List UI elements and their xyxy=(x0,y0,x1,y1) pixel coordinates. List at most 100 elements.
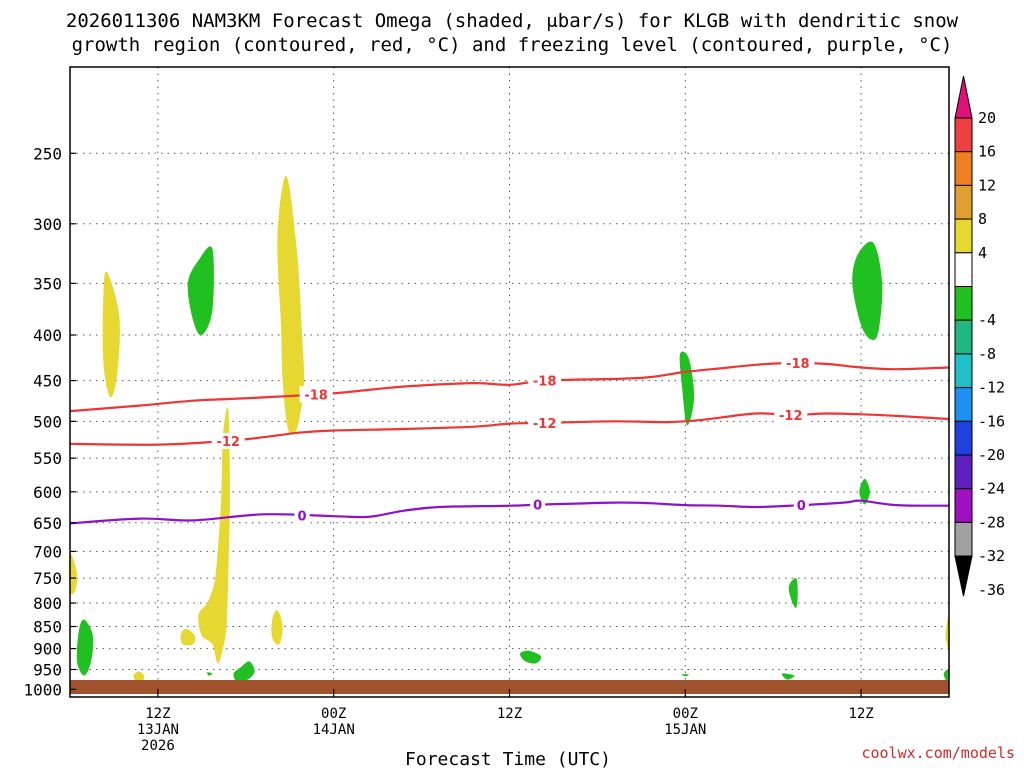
y-tick-label-850: 850 xyxy=(33,617,62,636)
y-tick-label-550: 550 xyxy=(33,449,62,468)
zero-c-freezing-level-label-bg-0 xyxy=(294,507,310,524)
y-tick-label-350: 350 xyxy=(33,274,62,293)
omega-region-18 xyxy=(206,672,213,676)
colorbar-label-7: -12 xyxy=(978,379,1005,397)
y-tick-label-300: 300 xyxy=(33,215,62,234)
omega-region-2 xyxy=(198,407,230,664)
omega-region-11 xyxy=(76,619,94,676)
colorbar-label-13: -36 xyxy=(978,581,1005,599)
y-tick-label-900: 900 xyxy=(33,640,62,659)
colorbar-segment-11 xyxy=(954,488,973,523)
y-tick-label-600: 600 xyxy=(33,483,62,502)
omega-region-17 xyxy=(781,673,795,680)
minus-12c-isotherm-label-1: -12 xyxy=(533,417,557,432)
plot-background xyxy=(70,67,949,697)
omega-region-12 xyxy=(233,661,255,682)
x-tick-label-1-line1: 00Z xyxy=(321,706,346,722)
chart-title-line-1: 2026011306 NAM3KM Forecast Omega (shaded… xyxy=(66,10,959,32)
y-tick-label-700: 700 xyxy=(33,542,62,561)
zero-c-freezing-level-label-bg-1 xyxy=(530,496,546,513)
zero-c-freezing-level-label-1: 0 xyxy=(533,499,542,514)
omega-region-1 xyxy=(277,175,305,435)
x-tick-label-1-line2: 14JAN xyxy=(313,722,355,738)
colorbar-segment-12 xyxy=(954,521,973,557)
plot-area: -18 -18 -18 -12 -12 -12 0 0 0 xyxy=(69,66,950,698)
omega-region-19 xyxy=(681,674,689,677)
minus-18c-isotherm-label-bg-1 xyxy=(528,372,562,389)
colorbar-label-0: 20 xyxy=(978,109,996,127)
omega-region-9 xyxy=(852,241,883,341)
colorbar-label-11: -28 xyxy=(978,513,1005,531)
omega-shading xyxy=(69,175,950,684)
zero-c-freezing-level-label-bg-2 xyxy=(793,497,809,514)
colorbar-segment-5 xyxy=(954,286,973,321)
temperature-contours: -18 -18 -18 -12 -12 -12 0 0 0 xyxy=(69,355,950,525)
colorbar-bottom-triangle xyxy=(954,555,973,597)
colorbar-segment-2 xyxy=(954,184,973,220)
x-tick-label-3-line1: 00Z xyxy=(673,706,698,722)
omega-region-3 xyxy=(180,628,196,646)
minus-12c-isotherm-label-2: -12 xyxy=(779,409,803,424)
omega-region-8 xyxy=(187,246,214,336)
zero-c-freezing-level-label-0: 0 xyxy=(298,509,307,524)
x-tick-label-3-line2: 15JAN xyxy=(664,722,706,738)
colorbar-label-6: -8 xyxy=(978,345,996,363)
colorbar-label-4: 4 xyxy=(978,244,987,262)
colorbar-top-triangle xyxy=(954,75,973,119)
y-axis-pressure: 250 300 350 400 450 500 550 600 650 700 750 800 850 9… xyxy=(23,144,76,699)
minus-12c-isotherm-label-bg-2 xyxy=(774,407,808,424)
colorbar-label-2: 12 xyxy=(978,176,996,194)
minus-18c-isotherm-label-bg-2 xyxy=(781,355,815,372)
zero-c-freezing-level-line xyxy=(69,499,950,525)
colorbar-segment-4 xyxy=(954,252,973,288)
y-tick-label-250: 250 xyxy=(33,144,62,163)
colorbar-segment-8 xyxy=(954,387,973,422)
minus-18c-isotherm-label-0: -18 xyxy=(304,388,328,403)
y-tick-label-800: 800 xyxy=(33,594,62,613)
chart-title-line-2: growth region (contoured, red, °C) and f… xyxy=(72,34,953,56)
x-tick-label-0-line3: 2026 xyxy=(141,738,175,754)
omega-region-10 xyxy=(679,351,695,426)
x-axis-title: Forecast Time (UTC) xyxy=(405,749,611,768)
colorbar-label-8: -16 xyxy=(978,412,1005,430)
y-tick-label-1000: 1000 xyxy=(23,680,62,699)
colorbar-segment-7 xyxy=(954,353,973,389)
y-tick-label-450: 450 xyxy=(33,372,62,391)
colorbar-label-10: -24 xyxy=(978,480,1005,498)
colorbar-segment-1 xyxy=(954,151,973,186)
colorbar-segment-9 xyxy=(954,420,973,456)
omega-region-13 xyxy=(859,478,870,505)
gridlines xyxy=(70,67,949,697)
y-tick-label-650: 650 xyxy=(33,514,62,533)
terrain-ground xyxy=(70,680,949,694)
omega-region-0 xyxy=(102,271,120,398)
minus-12c-isotherm-label-bg-0 xyxy=(211,432,245,449)
colorbar-segment-3 xyxy=(954,218,973,254)
minus-12c-isotherm-label-0: -12 xyxy=(216,435,240,450)
x-tick-label-0-line2: 13JAN xyxy=(137,722,179,738)
x-tick-label-2-line1: 12Z xyxy=(497,706,522,722)
colorbar-label-12: -32 xyxy=(978,547,1005,565)
minus-12c-isotherm-label-bg-1 xyxy=(528,414,562,431)
colorbar: 20 16 12 8 4 -4 -8 -12 -16 -20 -24 -28 -32 -36 xyxy=(954,75,1005,599)
y-tick-label-500: 500 xyxy=(33,412,62,431)
x-tick-label-4-line1: 12Z xyxy=(848,706,873,722)
minus-18c-isotherm-label-1: -18 xyxy=(533,375,557,390)
x-tick-label-0-line1: 12Z xyxy=(145,706,170,722)
omega-region-14 xyxy=(788,577,798,608)
minus-18c-isotherm-label-bg-0 xyxy=(299,386,333,403)
y-tick-label-400: 400 xyxy=(33,326,62,345)
omega-region-6 xyxy=(69,553,78,595)
minus-18c-isotherm-line xyxy=(69,361,950,413)
omega-region-15 xyxy=(519,650,542,664)
y-tick-label-950: 950 xyxy=(33,661,62,680)
colorbar-label-9: -20 xyxy=(978,446,1005,464)
colorbar-label-3: 8 xyxy=(978,210,987,228)
minus-18c-isotherm-label-2: -18 xyxy=(786,357,810,372)
omega-region-16 xyxy=(943,669,950,682)
site-credit: coolwx.com/models xyxy=(861,744,1015,762)
colorbar-segment-0 xyxy=(954,117,973,153)
colorbar-segment-10 xyxy=(954,454,973,490)
omega-region-4 xyxy=(271,610,283,645)
